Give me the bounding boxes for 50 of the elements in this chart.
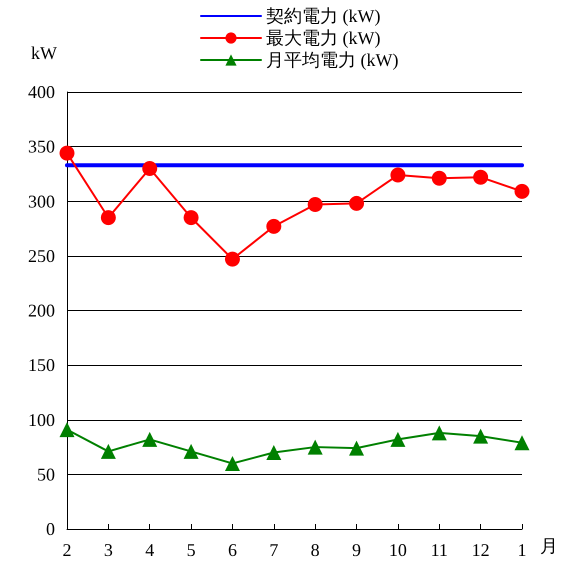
point xyxy=(473,170,488,185)
point xyxy=(432,170,447,186)
x-tick-label: 3 xyxy=(104,540,113,560)
x-tick-label: 5 xyxy=(186,540,196,560)
y-tick-label: 400 xyxy=(28,82,55,102)
legend-label: 最大電力 (kW) xyxy=(266,28,380,48)
point xyxy=(432,425,447,440)
x-tick-label: 4 xyxy=(145,540,154,560)
point xyxy=(224,252,240,267)
x-tick-label: 2 xyxy=(62,540,72,560)
legend-label: 契約電力 (kW) xyxy=(266,6,380,26)
point xyxy=(514,435,530,450)
y-tick-label: 250 xyxy=(28,246,55,266)
x-tick-label: 6 xyxy=(228,540,237,560)
legend-label: 月平均電力 (kW) xyxy=(266,50,398,70)
point xyxy=(184,444,199,459)
y-tick-label: 0 xyxy=(46,519,55,539)
x-tick-label: 10 xyxy=(388,540,407,560)
y-tick-label: 50 xyxy=(37,464,55,484)
point xyxy=(60,422,74,438)
point xyxy=(349,196,364,211)
point xyxy=(224,456,240,471)
y-axis-title: kW xyxy=(31,43,57,63)
point xyxy=(142,160,158,176)
point xyxy=(266,445,282,460)
point xyxy=(390,168,406,183)
x-tick-label: 1 xyxy=(518,540,526,560)
x-tick-label: 11 xyxy=(430,540,448,560)
x-tick-label: 9 xyxy=(352,540,362,560)
y-tick-label: 150 xyxy=(28,355,55,376)
point xyxy=(308,440,323,455)
point xyxy=(184,210,199,226)
point xyxy=(100,210,116,226)
point xyxy=(473,428,488,444)
point xyxy=(142,432,158,447)
point xyxy=(266,218,282,234)
x-tick-label: 8 xyxy=(310,540,320,560)
x-tick-label: 7 xyxy=(269,540,278,560)
y-tick-label: 200 xyxy=(28,300,55,320)
x-axis-title: 月 xyxy=(540,536,558,556)
point xyxy=(308,197,323,212)
y-tick-label: 100 xyxy=(28,410,55,430)
point xyxy=(514,184,530,199)
y-tick-label: 300 xyxy=(28,191,55,212)
x-tick-label: 12 xyxy=(472,540,490,560)
point xyxy=(390,432,406,447)
point xyxy=(60,146,74,161)
point xyxy=(349,440,364,456)
y-tick-label: 350 xyxy=(28,136,55,157)
point xyxy=(100,444,116,459)
